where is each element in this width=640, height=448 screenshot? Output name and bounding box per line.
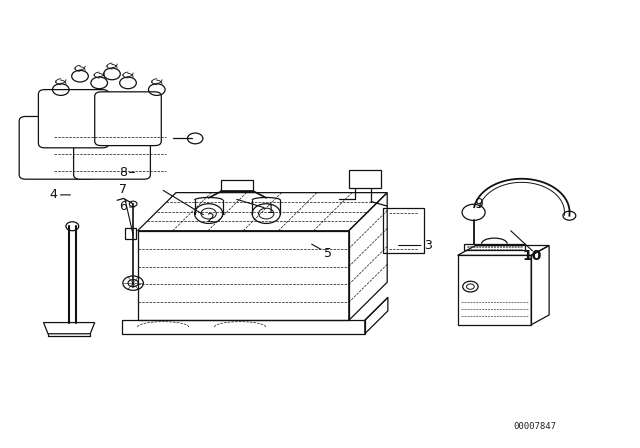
- Text: 8: 8: [119, 166, 134, 179]
- FancyBboxPatch shape: [74, 116, 150, 179]
- FancyBboxPatch shape: [38, 90, 109, 148]
- Text: 2: 2: [163, 190, 214, 225]
- Text: 10: 10: [523, 249, 542, 263]
- Text: 5: 5: [312, 244, 332, 260]
- Text: 3: 3: [399, 239, 431, 252]
- Text: 00007847: 00007847: [513, 422, 556, 431]
- Text: 6: 6: [119, 200, 134, 214]
- Text: 7: 7: [119, 183, 133, 235]
- Text: 1: 1: [237, 199, 275, 216]
- FancyBboxPatch shape: [95, 92, 161, 146]
- Text: 9: 9: [474, 197, 483, 211]
- FancyBboxPatch shape: [19, 116, 96, 179]
- Text: 4: 4: [50, 188, 70, 202]
